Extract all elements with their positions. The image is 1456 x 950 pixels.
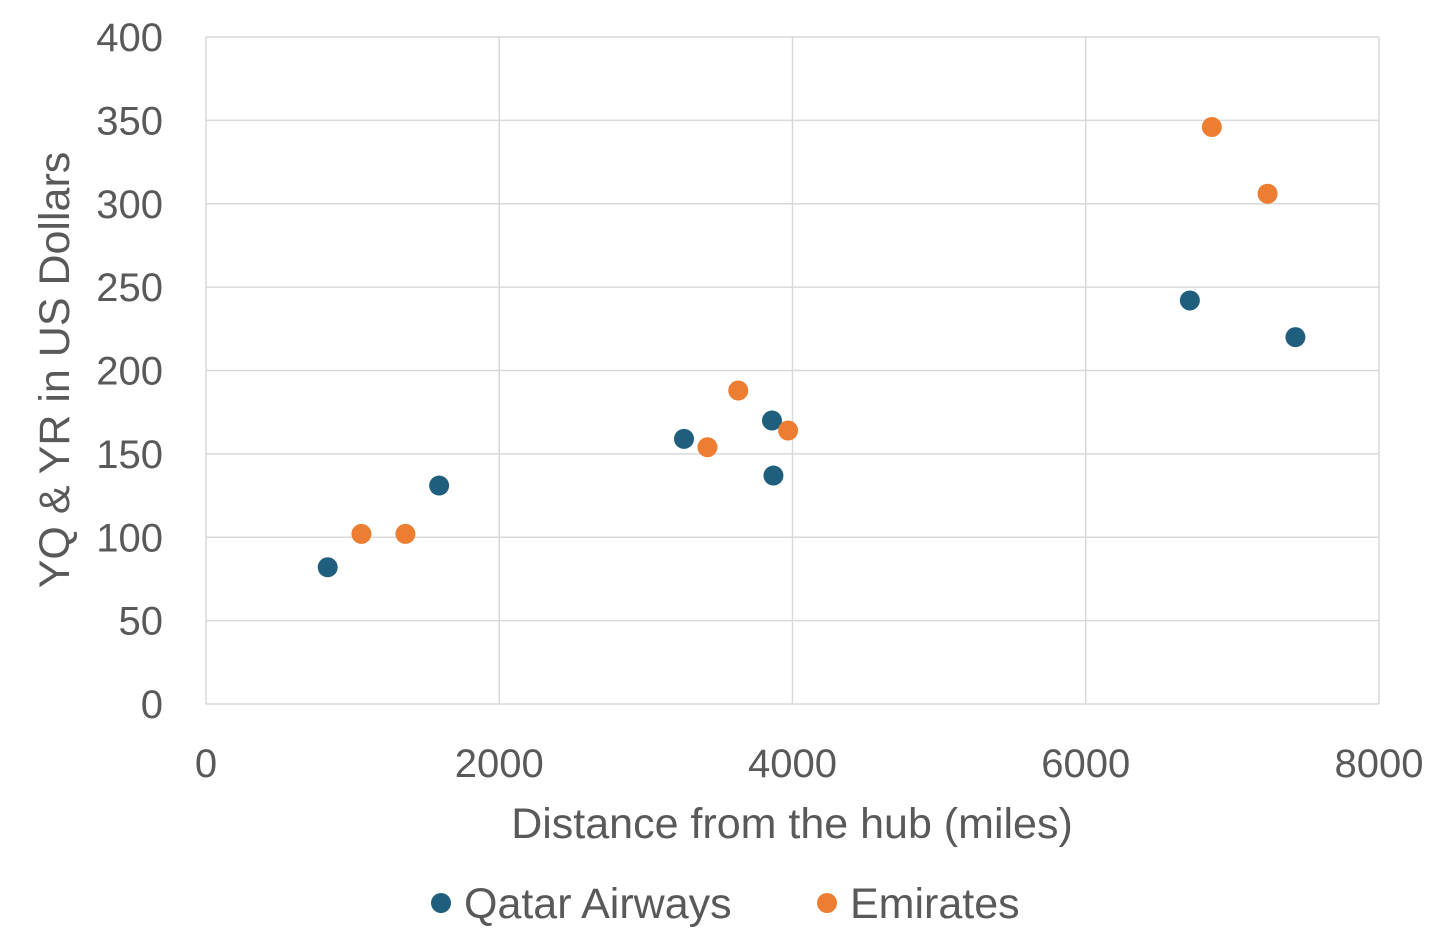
y-axis-tick-labels: 0 50 100 150 200 250 300 350 400 [96,16,163,727]
y-tick-label: 200 [96,350,163,394]
x-tick-label: 4000 [748,742,837,786]
series-qatar-airways [317,290,1306,578]
data-point-emirates [1201,117,1222,138]
data-point-emirates [1257,183,1278,204]
data-point-emirates [697,437,718,458]
y-tick-label: 350 [96,99,163,143]
x-tick-label: 0 [195,742,217,786]
y-tick-label: 250 [96,266,163,310]
legend-label-emirates: Emirates [850,880,1020,928]
y-axis-title: YQ & YR in US Dollars [31,152,79,589]
data-point-qatar-airways [761,410,782,431]
y-tick-label: 300 [96,183,163,227]
x-tick-label: 2000 [455,742,544,786]
data-point-emirates [778,420,799,441]
data-points [317,117,1306,578]
y-tick-label: 150 [96,433,163,477]
data-point-qatar-airways [673,428,694,449]
x-tick-label: 8000 [1335,742,1424,786]
data-point-qatar-airways [429,475,450,496]
data-point-emirates [351,523,372,544]
legend-item-emirates: Emirates [817,880,1020,928]
y-tick-label: 100 [96,516,163,560]
data-point-qatar-airways [1179,290,1200,311]
y-tick-label: 400 [96,16,163,60]
data-point-qatar-airways [763,465,784,486]
legend-label-qatar-airways: Qatar Airways [464,880,732,928]
legend: Qatar Airways Emirates [431,880,1020,928]
data-point-qatar-airways [317,557,338,578]
y-tick-label: 50 [119,600,164,644]
x-axis-tick-labels: 0 2000 4000 6000 8000 [195,742,1424,786]
y-tick-label: 0 [141,683,163,727]
x-axis-title: Distance from the hub (miles) [511,800,1073,848]
series-emirates [351,117,1278,544]
legend-marker-qatar-airways [431,893,451,913]
data-point-emirates [728,380,749,401]
x-tick-label: 6000 [1041,742,1130,786]
legend-marker-emirates [817,893,837,913]
gridlines [205,36,1380,705]
data-point-emirates [395,523,416,544]
legend-item-qatar-airways: Qatar Airways [431,880,732,928]
data-point-qatar-airways [1285,327,1306,348]
